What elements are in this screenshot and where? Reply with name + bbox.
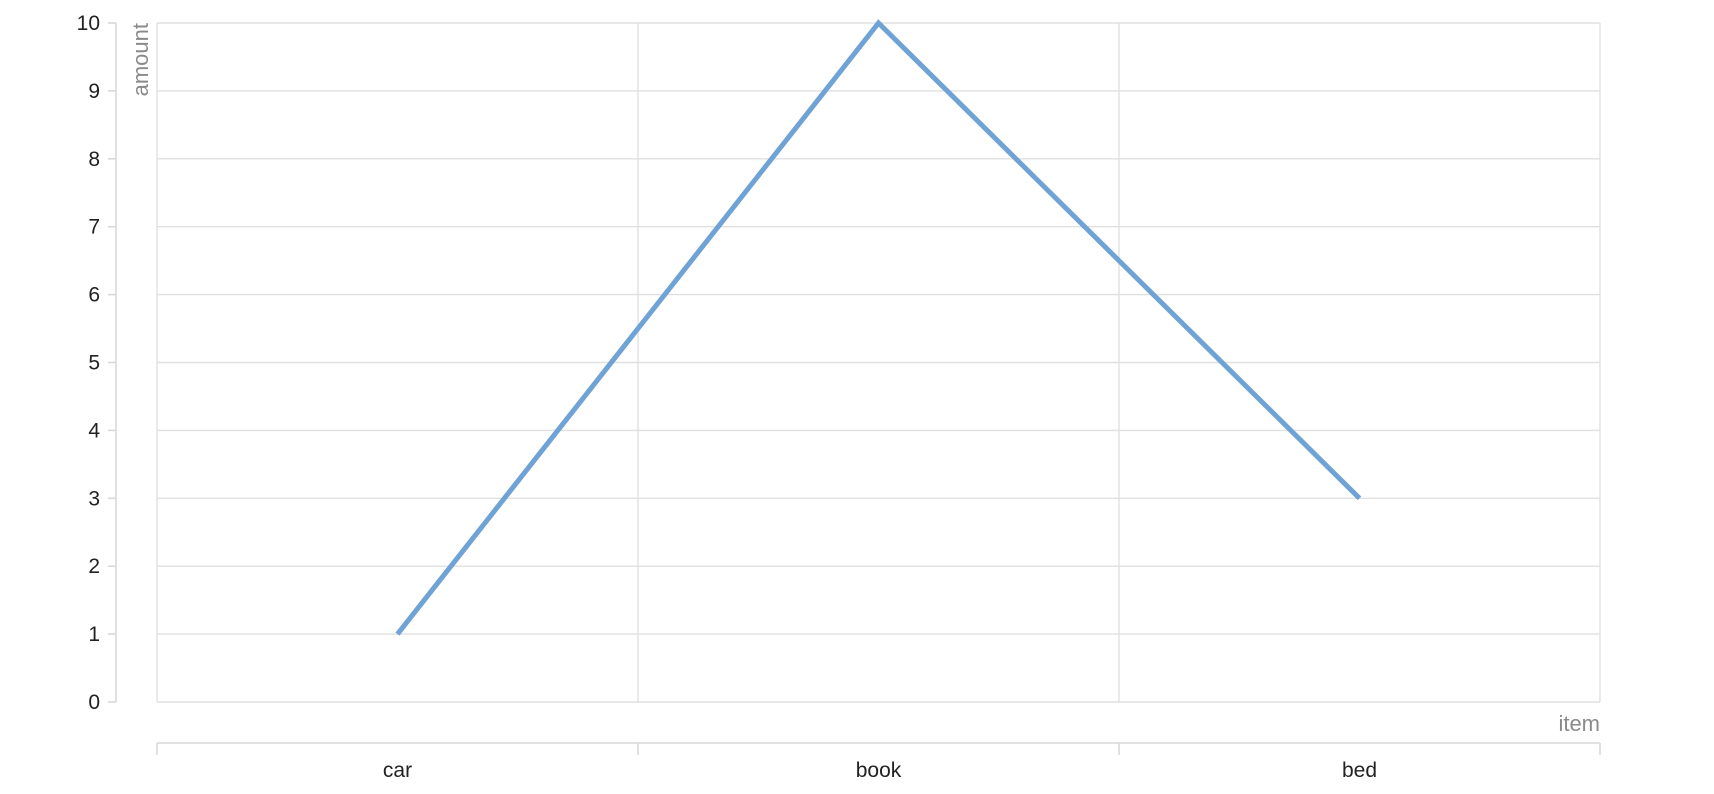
- series-line-0: [395, 19, 1362, 636]
- y-tick-label-4: 4: [88, 419, 100, 442]
- y-tick-label-9: 9: [88, 80, 100, 103]
- y-tick-label-7: 7: [88, 216, 100, 239]
- y-tick-label-1: 1: [88, 623, 100, 646]
- y-tick-label-5: 5: [88, 352, 100, 375]
- x-tick-label-book: book: [856, 759, 902, 782]
- y-tick-label-2: 2: [88, 555, 100, 578]
- series-layer: [395, 19, 1362, 636]
- axes: [108, 22, 1601, 755]
- x-tick-label-car: car: [383, 759, 412, 782]
- tick-labels: 0 1 2 3 4 5 6 7 8 9 10 car book bed: [77, 12, 1377, 782]
- y-axis-title: amount: [128, 23, 153, 96]
- x-tick-label-bed: bed: [1342, 759, 1377, 782]
- x-axis-title: item: [1558, 711, 1600, 736]
- y-tick-label-10: 10: [77, 12, 100, 35]
- y-tick-label-3: 3: [88, 487, 100, 510]
- y-tick-label-6: 6: [88, 284, 100, 307]
- y-tick-label-8: 8: [88, 148, 100, 171]
- y-tick-label-0: 0: [88, 691, 100, 714]
- grid-lines: [156, 22, 1601, 703]
